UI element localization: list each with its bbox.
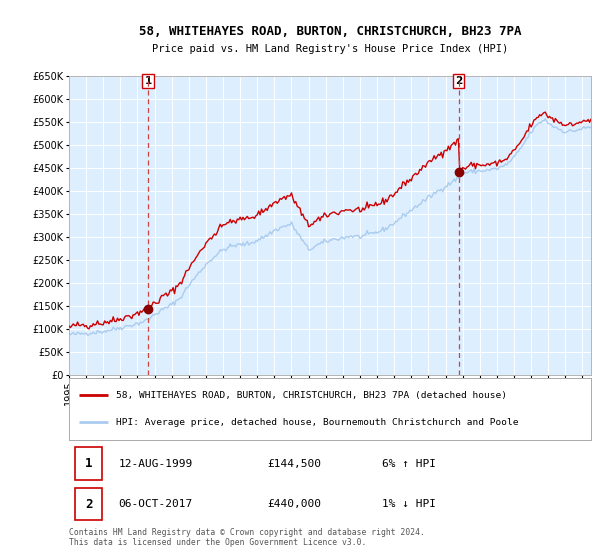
Text: 2: 2 [85,498,92,511]
Text: 12-AUG-1999: 12-AUG-1999 [119,459,193,469]
Text: £144,500: £144,500 [268,459,322,469]
Text: 1: 1 [85,457,92,470]
Text: 58, WHITEHAYES ROAD, BURTON, CHRISTCHURCH, BH23 7PA: 58, WHITEHAYES ROAD, BURTON, CHRISTCHURC… [139,25,521,38]
Text: £440,000: £440,000 [268,499,322,509]
FancyBboxPatch shape [75,488,103,520]
Text: Contains HM Land Registry data © Crown copyright and database right 2024.
This d: Contains HM Land Registry data © Crown c… [69,528,425,548]
Text: 06-OCT-2017: 06-OCT-2017 [119,499,193,509]
Text: 1: 1 [145,76,152,86]
Text: Price paid vs. HM Land Registry's House Price Index (HPI): Price paid vs. HM Land Registry's House … [152,44,508,54]
FancyBboxPatch shape [75,447,103,480]
Text: 58, WHITEHAYES ROAD, BURTON, CHRISTCHURCH, BH23 7PA (detached house): 58, WHITEHAYES ROAD, BURTON, CHRISTCHURC… [116,391,507,400]
Text: HPI: Average price, detached house, Bournemouth Christchurch and Poole: HPI: Average price, detached house, Bour… [116,418,518,427]
Text: 2: 2 [455,76,462,86]
Text: 6% ↑ HPI: 6% ↑ HPI [382,459,436,469]
Text: 1% ↓ HPI: 1% ↓ HPI [382,499,436,509]
